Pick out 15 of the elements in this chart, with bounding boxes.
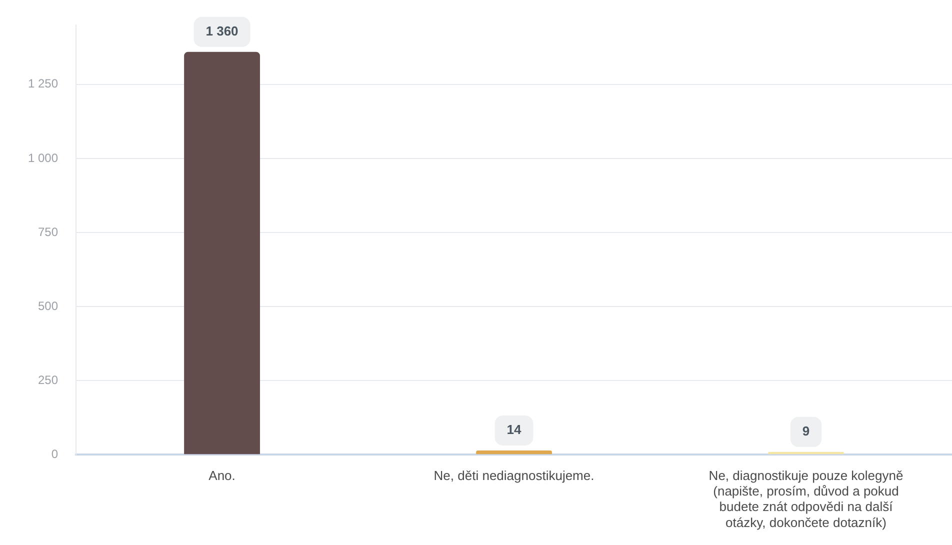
bar bbox=[476, 450, 552, 454]
y-tick-label: 1 250 bbox=[28, 76, 58, 91]
y-tick-label: 500 bbox=[38, 298, 58, 313]
y-tick-label: 1 000 bbox=[28, 150, 58, 165]
y-tick-label: 0 bbox=[51, 446, 58, 461]
x-tick-label: Ano. bbox=[208, 468, 236, 483]
data-label: 14 bbox=[506, 422, 522, 438]
data-label: 9 bbox=[802, 424, 810, 439]
bar bbox=[768, 452, 844, 454]
x-tick-label: Ne, diagnostikuje pouze kolegyně (napište, prosím, důvod a pokud budete znát odpovědi na další otázky, dokončete dotazník) bbox=[708, 468, 904, 530]
y-tick-label: 750 bbox=[38, 224, 58, 239]
data-label: 1 360 bbox=[206, 23, 238, 38]
bar bbox=[184, 52, 260, 454]
x-tick-label: Ne, děti nediagnostikujeme. bbox=[434, 468, 594, 483]
y-tick-label: 250 bbox=[38, 372, 58, 387]
